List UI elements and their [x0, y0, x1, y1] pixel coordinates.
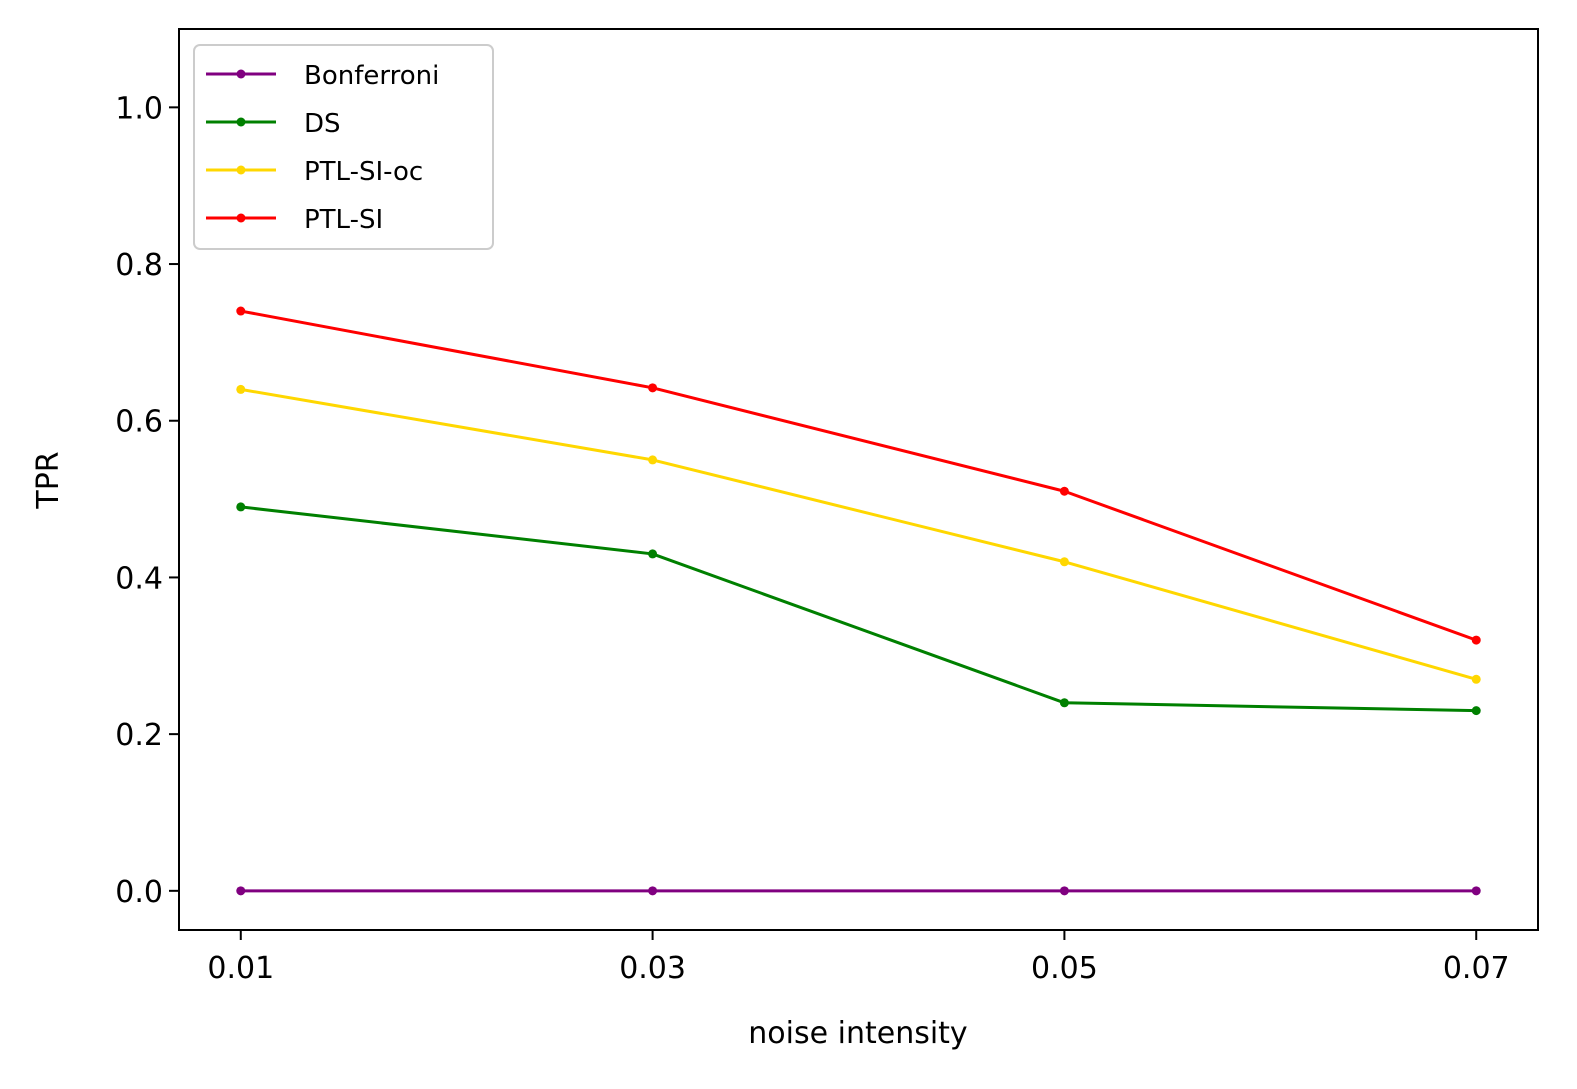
- legend-marker: [236, 165, 246, 175]
- y-tick-label: 1.0: [115, 91, 163, 126]
- legend-item-ptl-si-oc: PTL-SI-oc: [206, 157, 423, 187]
- series-bonferroni: [236, 886, 1481, 896]
- data-point-ds: [1471, 706, 1481, 716]
- data-point-ptl-si-oc: [1059, 557, 1069, 567]
- data-point-ptl-si: [1471, 635, 1481, 645]
- y-tick-label: 0.4: [115, 561, 163, 596]
- y-tick-label: 0.6: [115, 405, 163, 440]
- legend-label: PTL-SI: [304, 205, 383, 235]
- data-point-ds: [648, 549, 658, 559]
- legend-item-ds: DS: [206, 109, 341, 139]
- y-axis-title: TPR: [31, 451, 66, 509]
- x-tick-label: 0.07: [1443, 951, 1510, 986]
- series-ds: [236, 502, 1481, 716]
- series-ptl-si: [236, 306, 1481, 645]
- series-line-ptl-si-oc: [240, 387, 1477, 681]
- data-point-ptl-si: [648, 383, 658, 393]
- x-axis: 0.01 0.03 0.05 0.07: [207, 930, 1510, 986]
- legend: Bonferroni DS PTL-SI-oc PTL-SI: [193, 44, 494, 250]
- x-axis-title: noise intensity: [748, 1016, 967, 1051]
- x-tick-label: 0.05: [1031, 951, 1098, 986]
- legend-label: PTL-SI-oc: [304, 157, 423, 187]
- legend-marker: [236, 213, 246, 223]
- y-tick-label: 0.2: [115, 718, 163, 753]
- data-point-ptl-si-oc: [1471, 674, 1481, 684]
- legend-item-bonferroni: Bonferroni: [206, 61, 439, 91]
- data-point-ptl-si: [1059, 486, 1069, 496]
- series-line-ptl-si: [240, 309, 1477, 642]
- legend-box: [193, 44, 494, 250]
- data-point-ptl-si-oc: [236, 384, 246, 394]
- data-point-bonferroni: [1471, 886, 1481, 896]
- y-tick-label: 0.8: [115, 248, 163, 283]
- data-point-bonferroni: [236, 886, 246, 896]
- data-point-ds: [236, 502, 246, 512]
- legend-marker: [236, 69, 246, 79]
- legend-marker: [236, 117, 246, 127]
- series-layer: [236, 306, 1481, 896]
- series-line-ds: [240, 505, 1477, 713]
- data-point-ptl-si-oc: [648, 455, 658, 465]
- data-point-ds: [1059, 698, 1069, 708]
- data-point-ptl-si: [236, 306, 246, 316]
- plot-frame: [178, 28, 1539, 931]
- legend-item-ptl-si: PTL-SI: [206, 205, 383, 235]
- data-point-bonferroni: [1059, 886, 1069, 896]
- legend-label: DS: [304, 109, 341, 139]
- legend-label: Bonferroni: [304, 61, 439, 91]
- x-tick-label: 0.03: [619, 951, 686, 986]
- series-ptl-si-oc: [236, 384, 1481, 684]
- y-tick-label: 0.0: [115, 875, 163, 910]
- y-axis: 0.0 0.2 0.4 0.6 0.8 1.0: [115, 91, 179, 910]
- data-point-bonferroni: [648, 886, 658, 896]
- legend-items: Bonferroni DS PTL-SI-oc PTL-SI: [206, 61, 439, 235]
- x-tick-label: 0.01: [207, 951, 274, 986]
